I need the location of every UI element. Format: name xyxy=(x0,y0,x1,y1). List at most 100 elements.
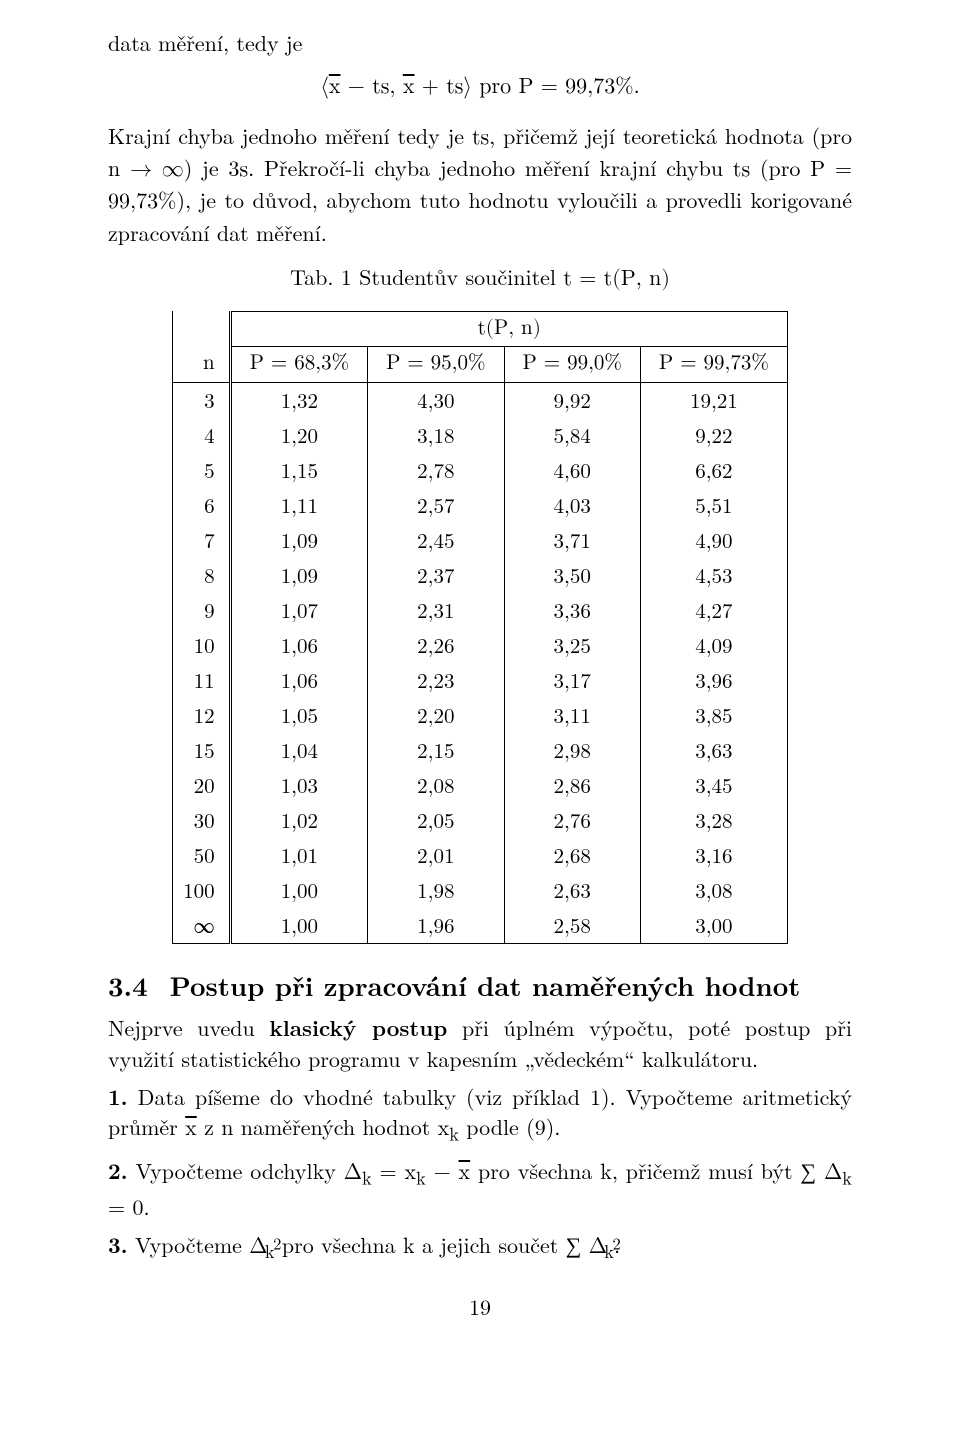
xk: xk xyxy=(438,1118,459,1140)
student-table: t(P, n) n P = 68,3% P = 95,0% P = 99,0% … xyxy=(172,311,788,944)
t: ) je 3 xyxy=(184,152,240,183)
ts: ts xyxy=(733,159,750,181)
cell-value: 2,37 xyxy=(368,558,504,593)
table-row: 1001,001,982,633,08 xyxy=(173,873,788,908)
para-step1: 1. Data píšeme do vhodné tabulky (viz př… xyxy=(108,1082,852,1148)
th-col0: P = 68,3% xyxy=(230,347,367,383)
cell-value: 1,32 xyxy=(230,383,367,418)
table-row: 201,032,082,863,45 xyxy=(173,768,788,803)
cell-value: 3,28 xyxy=(640,803,787,838)
step-num: 1. xyxy=(108,1081,128,1112)
cell-n: 4 xyxy=(173,418,231,453)
cell-n: 15 xyxy=(173,733,231,768)
t: z xyxy=(197,1111,221,1142)
para-explain: Krajní chyba jednoho měření tedy je ts, … xyxy=(108,121,852,248)
cell-value: 1,15 xyxy=(230,453,367,488)
t: pro všechna xyxy=(275,1229,404,1260)
section-number: 3.4 xyxy=(108,966,148,1003)
cell-value: 3,16 xyxy=(640,838,787,873)
cell-n: 20 xyxy=(173,768,231,803)
cell-value: 4,53 xyxy=(640,558,787,593)
cell-value: 3,63 xyxy=(640,733,787,768)
cell-value: 1,05 xyxy=(230,698,367,733)
para-intro: data měření, tedy je xyxy=(108,28,852,58)
table-row: 111,062,233,173,96 xyxy=(173,663,788,698)
th-col2: P = 99,0% xyxy=(504,347,640,383)
k: k xyxy=(600,1162,612,1184)
n-inf: n → ∞ xyxy=(108,159,184,181)
cell-value: 3,25 xyxy=(504,628,640,663)
cell-value: 3,18 xyxy=(368,418,504,453)
xbar: x xyxy=(329,76,341,98)
cell-value: 1,06 xyxy=(230,663,367,698)
cell-value: 5,84 xyxy=(504,418,640,453)
cell-value: 3,50 xyxy=(504,558,640,593)
caption-eq: t = t(P, n) xyxy=(563,268,670,290)
cell-value: 1,04 xyxy=(230,733,367,768)
cell-n: 50 xyxy=(173,838,231,873)
n: n xyxy=(221,1118,233,1140)
cell-value: 1,06 xyxy=(230,628,367,663)
eq-open: ⟨ xyxy=(320,76,329,98)
xbar: x xyxy=(185,1118,197,1140)
t: a jejich součet ∑ Δ xyxy=(415,1229,607,1260)
xbar: x xyxy=(403,76,415,98)
bold-klasicky: klasický postup xyxy=(269,1012,447,1043)
table-row: 101,062,263,254,09 xyxy=(173,628,788,663)
cell-value: 4,09 xyxy=(640,628,787,663)
xbar: x xyxy=(459,1162,471,1184)
cell-value: 2,08 xyxy=(368,768,504,803)
para-step2: 2. Vypočteme odchylky Δk = xk − x pro vš… xyxy=(108,1156,852,1222)
page-number: 19 xyxy=(108,1292,852,1322)
cell-value: 1,98 xyxy=(368,873,504,908)
cell-value: 3,96 xyxy=(640,663,787,698)
cell-value: 4,27 xyxy=(640,593,787,628)
table-row: 41,203,185,849,22 xyxy=(173,418,788,453)
cell-value: 4,03 xyxy=(504,488,640,523)
cell-value: 19,21 xyxy=(640,383,787,418)
eq-mid1: − ts, xyxy=(340,76,402,98)
equation-interval: ⟨x − ts, x + ts⟩ pro P = 99,73%. xyxy=(108,72,852,102)
cell-value: 2,76 xyxy=(504,803,640,838)
s: s xyxy=(239,159,248,181)
delta2k: 2k xyxy=(607,1236,614,1258)
cell-value: 3,11 xyxy=(504,698,640,733)
cell-value: 1,01 xyxy=(230,838,367,873)
table-row: 31,324,309,9219,21 xyxy=(173,383,788,418)
t: pro všechna xyxy=(470,1155,600,1186)
eq: = xyxy=(372,1162,405,1184)
cell-n: 30 xyxy=(173,803,231,838)
cell-value: 4,30 xyxy=(368,383,504,418)
para-step3: 3. Vypočteme Δ 2k pro všechna k a jejich… xyxy=(108,1230,852,1266)
cell-value: 2,05 xyxy=(368,803,504,838)
cell-value: 2,20 xyxy=(368,698,504,733)
t: = 0. xyxy=(108,1191,150,1222)
page: data měření, tedy je ⟨x − ts, x + ts⟩ pr… xyxy=(0,0,960,1451)
table-row: 501,012,012,683,16 xyxy=(173,838,788,873)
cell-n: 11 xyxy=(173,663,231,698)
section-title: Postup při zpracování dat naměřených hod… xyxy=(170,966,801,1003)
t: , přičemž musí být ∑ Δk xyxy=(612,1155,852,1186)
t: . Překročí-li chyba jednoho měření krajn… xyxy=(248,152,733,183)
cell-value: 2,78 xyxy=(368,453,504,488)
cell-value: 3,17 xyxy=(504,663,640,698)
th-col3: P = 99,73% xyxy=(640,347,787,383)
cell-n: 9 xyxy=(173,593,231,628)
table-row: 51,152,784,606,62 xyxy=(173,453,788,488)
cell-n: 8 xyxy=(173,558,231,593)
cell-value: 3,45 xyxy=(640,768,787,803)
table-row: 91,072,313,364,27 xyxy=(173,593,788,628)
th-n: n xyxy=(173,347,231,383)
cell-value: 2,86 xyxy=(504,768,640,803)
cell-value: 1,00 xyxy=(230,873,367,908)
para-3: Nejprve uvedu klasický postup při úplném… xyxy=(108,1013,852,1074)
cell-value: 1,96 xyxy=(368,908,504,943)
th-col1: P = 95,0% xyxy=(368,347,504,383)
cell-value: 2,26 xyxy=(368,628,504,663)
cell-value: 9,92 xyxy=(504,383,640,418)
table-caption: Tab. 1 Studentův součinitel t = t(P, n) xyxy=(108,262,852,294)
table-row: 71,092,453,714,90 xyxy=(173,523,788,558)
t: . xyxy=(614,1229,620,1260)
cell-value: 9,22 xyxy=(640,418,787,453)
cell-value: 2,63 xyxy=(504,873,640,908)
